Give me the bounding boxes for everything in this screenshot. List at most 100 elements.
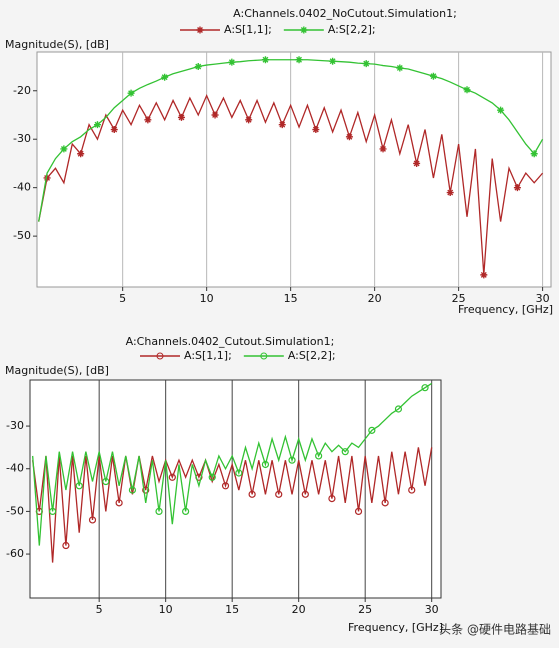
x-tick-label: 10 [159, 603, 173, 616]
marker [429, 72, 437, 80]
marker [497, 106, 505, 114]
marker [144, 116, 152, 124]
marker [275, 490, 283, 498]
marker [60, 145, 68, 153]
x-tick-label: 30 [536, 292, 550, 305]
marker [128, 486, 137, 494]
marker [245, 116, 253, 124]
marker [530, 150, 538, 158]
y-tick-label: -40 [13, 181, 31, 194]
x-tick-label: 25 [452, 292, 466, 305]
marker [379, 145, 387, 153]
marker [301, 490, 309, 498]
x-axis-label: Frequency, [GHz] [348, 621, 443, 634]
marker [368, 426, 376, 434]
legend-marker [196, 26, 204, 34]
x-tick-label: 20 [368, 292, 382, 305]
marker [115, 499, 123, 507]
marker [354, 507, 363, 515]
marker [278, 121, 286, 129]
plot-area [29, 379, 442, 599]
marker [261, 460, 270, 469]
marker [142, 486, 150, 494]
marker [408, 486, 416, 494]
marker [62, 541, 70, 550]
marker [394, 405, 403, 413]
marker [362, 60, 370, 68]
marker [43, 174, 51, 182]
marker [93, 121, 101, 129]
marker [345, 133, 353, 141]
x-tick-label: 30 [425, 603, 439, 616]
marker [75, 482, 83, 490]
marker [396, 64, 404, 72]
y-tick-label: -30 [6, 419, 24, 432]
marker [208, 473, 216, 481]
y-axis-label: Magnitude(S), [dB] [5, 38, 109, 51]
x-tick-label: 15 [225, 603, 239, 616]
marker [177, 113, 185, 121]
x-axis-label: Frequency, [GHz] [458, 303, 553, 316]
y-tick-label: -60 [6, 547, 24, 560]
legend-marker [156, 352, 164, 360]
legend-label: A:S[2,2]; [328, 23, 376, 36]
series-line [32, 382, 433, 546]
marker [88, 516, 97, 524]
x-tick-label: 5 [96, 603, 103, 616]
marker [421, 384, 429, 392]
marker [315, 452, 323, 460]
marker [77, 150, 85, 158]
marker [161, 73, 169, 81]
y-tick-label: -30 [13, 132, 31, 145]
marker [312, 126, 320, 134]
marker [248, 490, 256, 498]
marker [168, 473, 176, 481]
legend-label: A:S[1,1]; [184, 349, 232, 362]
marker [211, 111, 219, 119]
marker [295, 56, 303, 64]
x-tick-label: 20 [292, 603, 306, 616]
y-tick-label: -50 [13, 229, 31, 242]
marker [446, 189, 454, 197]
marker [49, 507, 57, 515]
y-tick-label: -40 [6, 462, 24, 475]
marker [182, 507, 190, 515]
marker [261, 56, 269, 64]
x-tick-label: 5 [119, 292, 126, 305]
marker [102, 477, 110, 486]
marker [194, 63, 202, 71]
marker [341, 448, 349, 456]
plot-area [36, 51, 552, 288]
marker [127, 89, 135, 97]
chart-title: A:Channels.0402_NoCutout.Simulation1; [233, 7, 457, 20]
series-line [32, 447, 433, 563]
series-line [38, 93, 544, 275]
marker [463, 86, 471, 94]
x-tick-label: 15 [284, 292, 298, 305]
marker [221, 482, 230, 490]
legend-marker [300, 26, 308, 34]
legend-label: A:S[1,1]; [224, 23, 272, 36]
marker [235, 469, 243, 477]
y-tick-label: -50 [6, 504, 24, 517]
marker [110, 126, 118, 134]
chart-title: A:Channels.0402_Cutout.Simulation1; [126, 335, 335, 348]
marker [328, 494, 336, 503]
marker [228, 58, 236, 66]
y-axis-label: Magnitude(S), [dB] [5, 364, 109, 377]
legend-marker [260, 352, 268, 360]
series-line [38, 59, 544, 222]
marker [513, 184, 521, 192]
watermark: 头条 @硬件电路基础 [439, 622, 551, 637]
legend-label: A:S[2,2]; [288, 349, 336, 362]
x-tick-label: 10 [200, 292, 214, 305]
marker [288, 456, 296, 464]
x-tick-label: 25 [358, 603, 372, 616]
y-tick-label: -20 [13, 84, 31, 97]
marker [480, 271, 488, 279]
marker [155, 507, 163, 515]
marker [381, 499, 389, 507]
marker [329, 57, 337, 65]
marker [413, 159, 421, 167]
